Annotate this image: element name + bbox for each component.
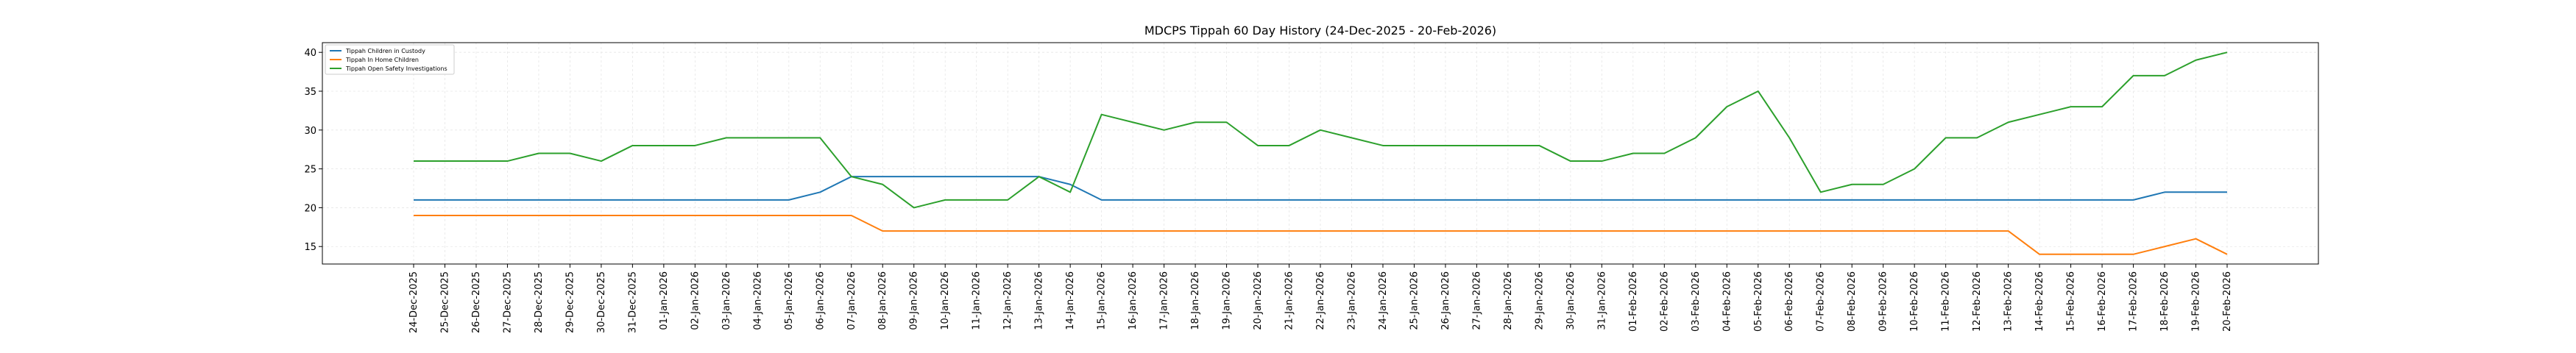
x-tick-label: 24-Dec-2025: [408, 271, 420, 333]
legend-label-in-home: Tippah In Home Children: [345, 57, 419, 63]
x-tick-label: 19-Feb-2026: [2191, 271, 2202, 332]
x-tick-label: 26-Jan-2026: [1440, 271, 1451, 330]
x-tick-label: 11-Jan-2026: [972, 271, 983, 330]
x-tick-label: 17-Feb-2026: [2129, 271, 2140, 332]
x-tick-label: 20-Feb-2026: [2222, 271, 2233, 332]
x-tick-label: 15-Jan-2026: [1097, 271, 1108, 330]
y-axis: 15 20 25 30 35 40: [304, 48, 322, 253]
y-tick-label: 25: [304, 165, 316, 176]
x-tick-label: 31-Dec-2025: [627, 271, 638, 333]
legend-label-investigations: Tippah Open Safety Investigations: [345, 65, 447, 72]
x-tick-label: 09-Jan-2026: [909, 271, 920, 330]
legend-label-custody: Tippah Children in Custody: [345, 48, 425, 54]
chart-title: MDCPS Tippah 60 Day History (24-Dec-2025…: [1144, 24, 1496, 38]
x-tick-label: 06-Feb-2026: [1784, 271, 1795, 332]
x-tick-label: 07-Jan-2026: [846, 271, 857, 330]
x-tick-label: 10-Jan-2026: [940, 271, 951, 330]
x-tick-label: 18-Jan-2026: [1190, 271, 1201, 330]
legend: Tippah Children in Custody Tippah In Hom…: [325, 44, 455, 75]
x-tick-label: 25-Jan-2026: [1409, 271, 1420, 330]
x-tick-label: 25-Dec-2025: [439, 271, 450, 333]
x-tick-label: 13-Jan-2026: [1034, 271, 1045, 330]
x-tick-label: 09-Feb-2026: [1878, 271, 1889, 332]
x-tick-label: 01-Feb-2026: [1628, 271, 1639, 332]
x-tick-label: 28-Dec-2025: [534, 271, 545, 333]
x-tick-label: 12-Feb-2026: [1972, 271, 1983, 332]
x-tick-label: 03-Jan-2026: [721, 271, 732, 330]
x-tick-label: 22-Jan-2026: [1315, 271, 1326, 330]
x-tick-label: 16-Jan-2026: [1128, 271, 1139, 330]
x-axis: 24-Dec-2025 25-Dec-2025 26-Dec-2025 27-Dec-…: [408, 264, 2233, 333]
x-tick-label: 01-Jan-2026: [659, 271, 670, 330]
x-tick-label: 06-Jan-2026: [815, 271, 826, 330]
y-tick-label: 30: [304, 126, 316, 137]
x-tick-label: 30-Dec-2025: [596, 271, 607, 333]
x-tick-label: 05-Jan-2026: [784, 271, 795, 330]
y-tick-label: 20: [304, 203, 316, 214]
x-tick-label: 15-Feb-2026: [2066, 271, 2077, 332]
x-tick-label: 16-Feb-2026: [2097, 271, 2108, 332]
x-tick-label: 14-Feb-2026: [2034, 271, 2045, 332]
x-tick-label: 02-Jan-2026: [690, 271, 701, 330]
y-tick-label: 15: [304, 242, 316, 253]
x-tick-label: 08-Feb-2026: [1847, 271, 1858, 332]
x-tick-label: 04-Jan-2026: [752, 271, 763, 330]
x-tick-label: 29-Dec-2025: [565, 271, 576, 333]
series-lines: [414, 51, 2228, 255]
y-tick-label: 35: [304, 87, 316, 98]
x-tick-label: 18-Feb-2026: [2159, 271, 2170, 332]
x-tick-label: 07-Feb-2026: [1816, 271, 1827, 332]
x-tick-label: 14-Jan-2026: [1065, 271, 1076, 330]
series-line-0: [414, 176, 2227, 201]
x-tick-label: 30-Jan-2026: [1565, 271, 1577, 330]
x-tick-label: 12-Jan-2026: [1002, 271, 1013, 330]
x-tick-label: 11-Feb-2026: [1941, 271, 1952, 332]
x-tick-label: 04-Feb-2026: [1722, 271, 1733, 332]
x-tick-label: 23-Jan-2026: [1346, 271, 1357, 330]
x-tick-label: 24-Jan-2026: [1378, 271, 1389, 330]
x-tick-label: 02-Feb-2026: [1659, 271, 1670, 332]
x-tick-label: 27-Jan-2026: [1471, 271, 1482, 330]
x-tick-label: 19-Jan-2026: [1222, 271, 1233, 330]
x-tick-label: 26-Dec-2025: [471, 271, 482, 333]
x-tick-label: 28-Jan-2026: [1503, 271, 1514, 330]
x-tick-label: 10-Feb-2026: [1909, 271, 1920, 332]
x-tick-label: 05-Feb-2026: [1753, 271, 1764, 332]
x-tick-label: 27-Dec-2025: [502, 271, 513, 333]
x-tick-label: 13-Feb-2026: [2003, 271, 2014, 332]
legend-frame: [325, 44, 455, 75]
x-tick-label: 08-Jan-2026: [877, 271, 888, 330]
x-tick-label: 21-Jan-2026: [1284, 271, 1295, 330]
grid: [322, 43, 2318, 264]
x-tick-label: 17-Jan-2026: [1159, 271, 1170, 330]
x-tick-label: 03-Feb-2026: [1691, 271, 1702, 332]
series-line-1: [414, 214, 2228, 255]
y-tick-label: 40: [304, 48, 316, 59]
series-line-2: [414, 51, 2228, 209]
x-tick-label: 31-Jan-2026: [1596, 271, 1607, 330]
x-tick-label: 20-Jan-2026: [1253, 271, 1264, 330]
x-tick-label: 29-Jan-2026: [1534, 271, 1545, 330]
